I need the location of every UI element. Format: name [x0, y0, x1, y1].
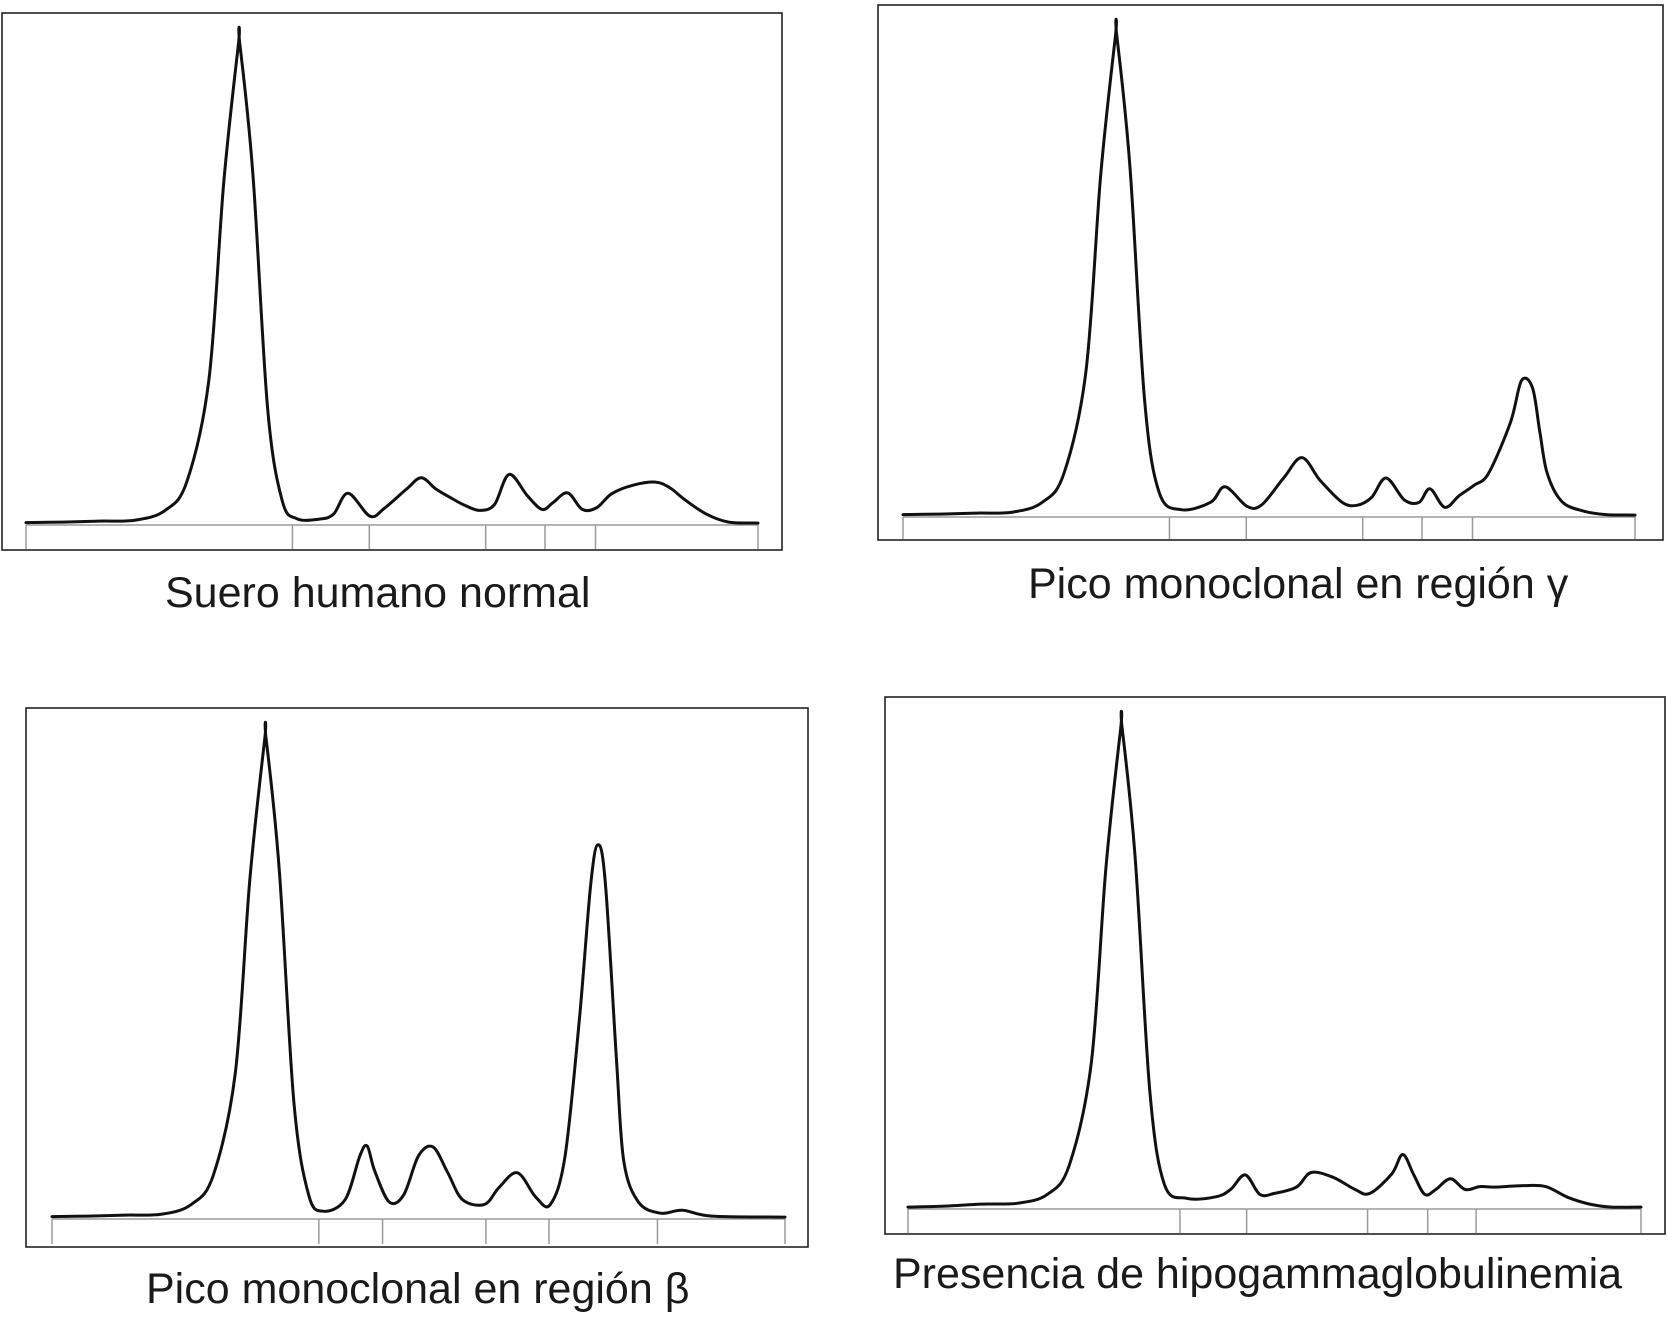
caption-beta-monoclonal: Pico monoclonal en región β [146, 1265, 690, 1313]
panel-gamma-monoclonal [877, 4, 1664, 541]
densitometry-curve [901, 17, 1637, 517]
plot-frame [884, 696, 1666, 1235]
densitometry-curve [24, 25, 760, 525]
plot-frame [25, 707, 809, 1248]
panel-beta-monoclonal [25, 707, 809, 1248]
panel-normal-serum [1, 12, 783, 551]
plot-frame [877, 4, 1664, 541]
panel-hypogammaglobulinemia [884, 696, 1666, 1235]
densitometry-curve [50, 720, 787, 1219]
densitometry-curve [906, 709, 1643, 1209]
caption-gamma-monoclonal: Pico monoclonal en región γ [1028, 560, 1569, 608]
plot-frame [1, 12, 783, 551]
caption-normal-serum: Suero humano normal [165, 569, 591, 617]
caption-hypogammaglobulinemia: Presencia de hipogammaglobulinemia [893, 1250, 1623, 1298]
